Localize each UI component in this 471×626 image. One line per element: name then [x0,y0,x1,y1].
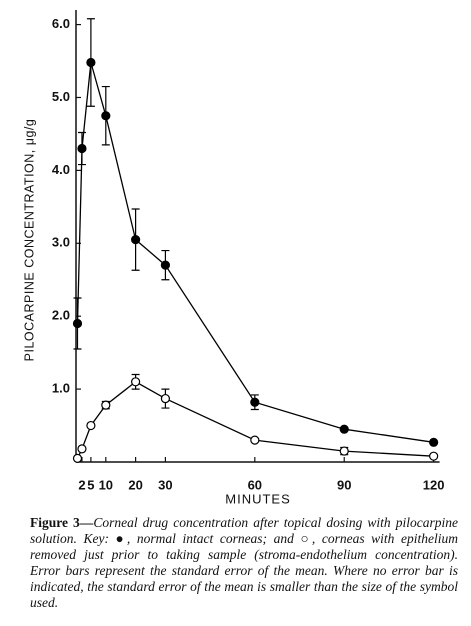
series-line [76,381,434,459]
data-point [101,400,111,410]
data-point [101,111,111,121]
data-point [86,420,96,431]
y-tick-label: 5.0 [52,89,70,104]
data-point [131,377,141,387]
y-tick-label: 2.0 [52,308,70,323]
x-tick-label: 10 [99,477,113,492]
data-point [160,393,171,404]
data-point [160,260,171,270]
data-point [77,143,87,154]
x-tick-label: 90 [337,477,351,492]
data-point [72,318,83,329]
x-tick-label: 2 [78,477,85,492]
y-tick-label: 1.0 [52,381,70,396]
data-point [250,397,260,407]
x-tick-label: 60 [248,477,262,492]
x-tick-label: 5 [87,477,94,492]
data-point [429,451,439,461]
data-point [77,444,87,454]
x-tick-label: 30 [158,477,172,492]
y-axis-label: PILOCARPINE CONCENTRATION, μg/g [22,119,36,362]
caption: Figure 3—Corneal drug concentration afte… [30,515,458,611]
chart: PILOCARPINE CONCENTRATION, μg/g MINUTES … [22,10,445,506]
data-point [86,57,96,68]
y-tick-label: 3.0 [52,235,70,250]
data-point [429,437,439,447]
x-tick-label: 120 [423,477,445,492]
y-tick-label: 4.0 [52,162,70,177]
x-tick-label: 20 [128,477,142,492]
data-point [339,424,349,434]
caption-label: Figure 3— [30,515,94,530]
data-point [250,435,260,445]
data-point [72,453,83,463]
data-point [339,446,349,456]
y-tick-label: 6.0 [52,16,70,31]
caption-text: Corneal drug concentration after topical… [30,515,458,610]
data-point [131,235,141,245]
x-axis-label: MINUTES [225,491,291,506]
